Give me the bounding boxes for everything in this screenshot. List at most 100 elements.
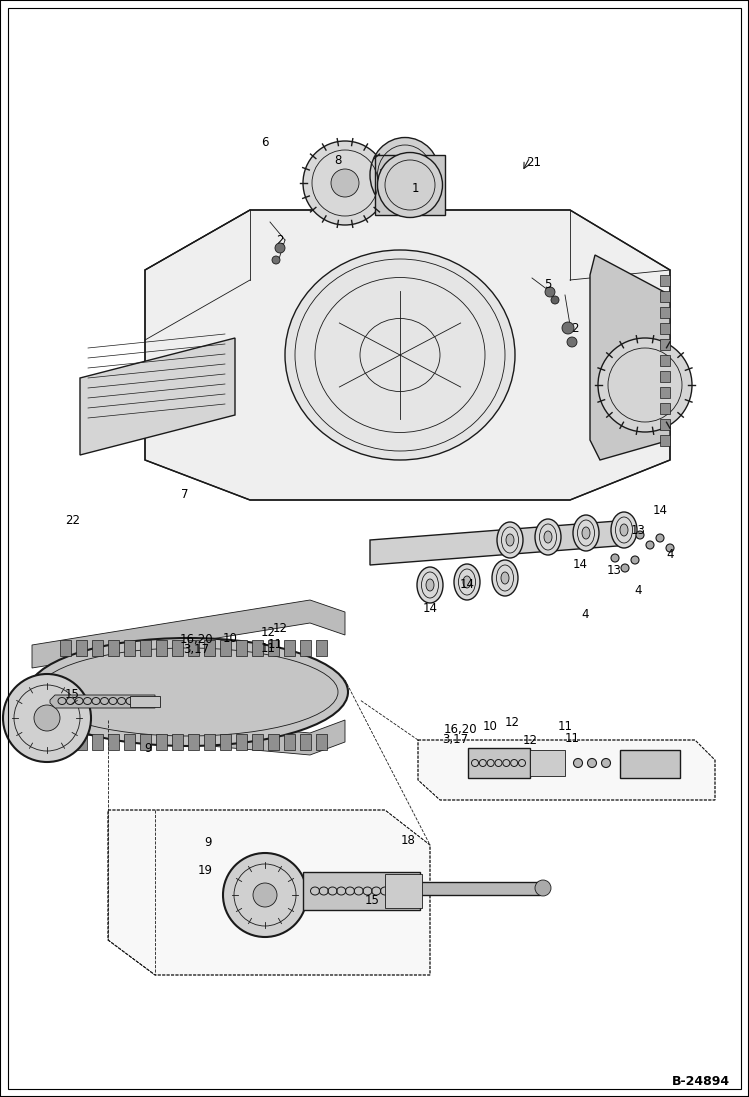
Circle shape (303, 142, 387, 225)
Ellipse shape (285, 250, 515, 460)
Polygon shape (660, 387, 670, 398)
Polygon shape (284, 640, 295, 656)
Polygon shape (316, 734, 327, 750)
Circle shape (34, 705, 60, 731)
Text: 7: 7 (181, 488, 189, 501)
Text: 14: 14 (652, 504, 667, 517)
Circle shape (567, 337, 577, 347)
Polygon shape (620, 750, 680, 778)
Polygon shape (108, 734, 119, 750)
Text: 3,17: 3,17 (183, 644, 209, 656)
Polygon shape (252, 640, 263, 656)
Polygon shape (188, 734, 199, 750)
Polygon shape (60, 734, 71, 750)
Polygon shape (316, 640, 327, 656)
Polygon shape (204, 734, 215, 750)
Polygon shape (252, 734, 263, 750)
Polygon shape (268, 640, 279, 656)
Polygon shape (590, 255, 670, 460)
Ellipse shape (28, 638, 348, 746)
Ellipse shape (601, 758, 610, 768)
Text: 13: 13 (607, 564, 622, 577)
Circle shape (562, 323, 574, 333)
Polygon shape (660, 291, 670, 302)
Circle shape (535, 880, 551, 896)
Ellipse shape (544, 531, 552, 543)
Polygon shape (660, 436, 670, 446)
Ellipse shape (426, 579, 434, 591)
Ellipse shape (377, 152, 443, 217)
Ellipse shape (454, 564, 480, 600)
Text: 12: 12 (273, 622, 288, 634)
Ellipse shape (582, 527, 590, 539)
Circle shape (636, 531, 644, 539)
Polygon shape (370, 520, 630, 565)
Text: B-24894: B-24894 (672, 1075, 730, 1088)
Polygon shape (92, 640, 103, 656)
Text: 2: 2 (571, 321, 579, 335)
Text: 18: 18 (401, 834, 416, 847)
Ellipse shape (492, 559, 518, 596)
Text: 6: 6 (261, 136, 269, 149)
Polygon shape (468, 748, 530, 778)
Ellipse shape (497, 522, 523, 558)
Polygon shape (385, 874, 422, 908)
Ellipse shape (417, 567, 443, 603)
Text: 3,17: 3,17 (442, 734, 468, 746)
Polygon shape (108, 640, 119, 656)
Polygon shape (660, 275, 670, 286)
Polygon shape (108, 810, 430, 975)
Polygon shape (76, 734, 87, 750)
Polygon shape (172, 734, 183, 750)
Text: 15: 15 (64, 689, 79, 701)
Text: 4: 4 (634, 584, 642, 597)
Polygon shape (420, 882, 540, 895)
Text: 16,20: 16,20 (179, 633, 213, 646)
Polygon shape (300, 640, 311, 656)
Circle shape (275, 244, 285, 253)
Polygon shape (660, 355, 670, 366)
Polygon shape (32, 600, 345, 668)
Polygon shape (130, 695, 160, 706)
Ellipse shape (620, 524, 628, 536)
Polygon shape (268, 734, 279, 750)
Circle shape (631, 556, 639, 564)
Text: 12: 12 (261, 625, 276, 638)
Polygon shape (660, 371, 670, 382)
Polygon shape (76, 640, 87, 656)
Text: 11: 11 (565, 732, 580, 745)
Text: 1: 1 (411, 181, 419, 194)
Text: 11: 11 (267, 637, 282, 651)
Ellipse shape (587, 758, 596, 768)
Text: 10: 10 (482, 721, 497, 734)
Polygon shape (660, 307, 670, 318)
Polygon shape (50, 695, 155, 708)
Text: 11: 11 (261, 642, 276, 655)
Polygon shape (220, 640, 231, 656)
Text: 16,20: 16,20 (443, 724, 477, 736)
Circle shape (253, 883, 277, 907)
Circle shape (646, 541, 654, 548)
Polygon shape (140, 734, 151, 750)
Ellipse shape (370, 137, 440, 213)
Circle shape (621, 564, 629, 572)
Text: 19: 19 (198, 863, 213, 877)
Ellipse shape (574, 758, 583, 768)
Circle shape (223, 853, 307, 937)
Text: 4: 4 (581, 609, 589, 622)
Ellipse shape (573, 514, 599, 551)
Circle shape (551, 296, 559, 304)
Polygon shape (124, 734, 135, 750)
Polygon shape (156, 734, 167, 750)
Polygon shape (284, 734, 295, 750)
Text: 4: 4 (667, 548, 674, 562)
Polygon shape (156, 640, 167, 656)
Polygon shape (303, 872, 420, 911)
Polygon shape (124, 640, 135, 656)
Text: 10: 10 (222, 632, 237, 645)
Polygon shape (220, 734, 231, 750)
Polygon shape (660, 323, 670, 333)
Polygon shape (80, 338, 235, 455)
Text: 9: 9 (204, 837, 212, 849)
Polygon shape (60, 640, 71, 656)
